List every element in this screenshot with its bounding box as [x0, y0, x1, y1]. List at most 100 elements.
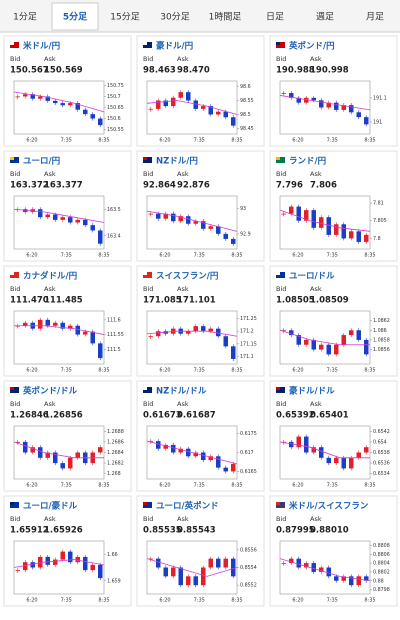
pair-title[interactable]: ユーロ/ドル [289, 272, 335, 282]
tab[interactable]: 5分足 [63, 11, 88, 23]
moving-average [146, 558, 238, 577]
flag [276, 272, 285, 278]
pair-title[interactable]: スイスフラン/円 [156, 272, 218, 282]
flag [143, 272, 152, 278]
tab[interactable]: 日足 [266, 12, 284, 23]
card[interactable] [136, 495, 265, 607]
moving-average [279, 558, 371, 582]
candle-body [83, 556, 88, 571]
candle-body [356, 231, 361, 242]
card[interactable] [269, 380, 398, 492]
moving-average [13, 91, 105, 113]
tab[interactable]: 週足 [316, 12, 334, 23]
candle-body [311, 339, 316, 350]
pair-title[interactable]: 米ドル/スイスフラン [289, 501, 369, 512]
candle-body [193, 326, 198, 332]
card[interactable] [269, 265, 398, 377]
x-tick-label: 6:20 [26, 138, 37, 144]
ask-label: Ask [44, 170, 56, 178]
y-tick-label: 1.0858 [373, 337, 390, 343]
pair-title[interactable]: カナダドル/円 [23, 271, 77, 282]
candle-body [30, 562, 35, 568]
ask-label: Ask [177, 55, 189, 63]
pair-title[interactable]: 豪ドル/円 [156, 41, 193, 52]
bid-value: 1.65912 [10, 526, 49, 536]
tab[interactable]: 1分足 [13, 12, 37, 23]
candle-body [334, 102, 339, 110]
candle-body [156, 331, 161, 337]
flag-mark [143, 272, 147, 275]
x-tick-label: 8:35 [364, 483, 375, 489]
bid-label: Bid [143, 400, 153, 408]
candle-body [45, 319, 50, 326]
bid-value: 1.26846 [10, 411, 49, 421]
pair-title[interactable]: ユーロ/円 [23, 157, 60, 167]
card[interactable] [269, 495, 398, 607]
pair-title[interactable]: 英ポンド/円 [288, 41, 335, 52]
flag-mark [276, 502, 280, 505]
flag-mark [276, 157, 280, 160]
candle-body [341, 224, 346, 239]
candle-body [304, 436, 309, 453]
moving-average [14, 325, 105, 335]
plot-area [279, 195, 371, 250]
candle-body [83, 109, 88, 115]
x-tick-label: 8:35 [364, 253, 375, 259]
candle-body [45, 214, 50, 218]
y-tick-label: 0.6165 [240, 469, 257, 475]
pair-title[interactable]: 英ポンド/ドル [22, 386, 78, 397]
candle-body [38, 209, 43, 218]
candle-body [289, 206, 294, 214]
candle-body [178, 92, 183, 98]
candle-body [178, 567, 183, 586]
candle-body [83, 219, 88, 226]
plot-area [279, 80, 371, 135]
tab[interactable]: 月足 [366, 12, 384, 23]
candle-body [163, 567, 168, 577]
card[interactable] [3, 380, 132, 492]
candle-body [326, 457, 331, 464]
ask-label: Ask [44, 55, 56, 63]
card[interactable] [3, 35, 132, 147]
x-tick-label: 6:20 [159, 598, 170, 604]
card[interactable] [136, 380, 265, 492]
pair-title[interactable]: ユーロ/英ポンド [156, 501, 219, 512]
x-tick-label: 8:35 [231, 598, 242, 604]
card[interactable] [269, 35, 398, 147]
candle-body [201, 106, 206, 109]
x-tick-label: 7:35 [61, 368, 72, 374]
moving-average [279, 329, 370, 346]
card[interactable] [136, 265, 265, 377]
card[interactable] [136, 150, 265, 262]
candle-body [216, 558, 221, 568]
candle-body [349, 330, 354, 336]
card[interactable] [3, 150, 132, 262]
pair-title[interactable]: 米ドル/円 [23, 41, 60, 52]
y-tick-label: 150.75 [107, 83, 124, 89]
candle-body [68, 217, 73, 223]
candle-body [311, 97, 316, 101]
y-tick-label: 7.805 [373, 218, 387, 224]
bid-label: Bid [143, 170, 153, 178]
candle-body [178, 216, 183, 222]
candle-body [304, 210, 309, 221]
candle-body [281, 563, 286, 564]
tab[interactable]: 1時間足 [209, 12, 242, 23]
tab[interactable]: 15分足 [110, 12, 139, 23]
bid-label: Bid [276, 55, 286, 63]
pair-title[interactable]: 豪ドル/ドル [289, 386, 335, 397]
pair-title[interactable]: NZドル/円 [156, 157, 198, 167]
bid-value: 190.988 [276, 66, 315, 76]
moving-average [13, 208, 105, 223]
bid-label: Bid [276, 400, 286, 408]
pair-title[interactable]: ユーロ/豪ドル [23, 501, 78, 512]
card[interactable] [136, 35, 265, 147]
pair-title[interactable]: ランド/円 [289, 157, 326, 167]
tab[interactable]: 30分足 [160, 12, 189, 23]
y-tick-label: 111.6 [107, 317, 121, 323]
ask-value: 98.470 [177, 66, 210, 76]
pair-title[interactable]: NZドル/ドル [156, 387, 207, 397]
card[interactable] [3, 495, 132, 607]
candle-body [364, 339, 369, 355]
